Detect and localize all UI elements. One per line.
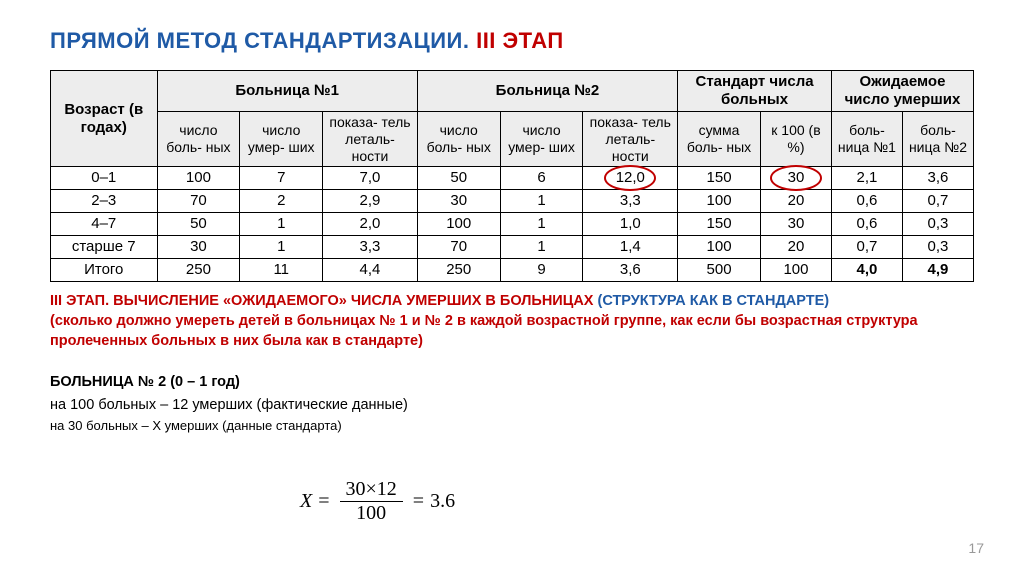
cell-b: 1 [240,213,323,236]
h2-title: БОЛЬНИЦА № 2 (0 – 1 год) [50,371,974,393]
cell-d: 30 [417,190,500,213]
cell-a: 100 [157,167,240,190]
cell-c: 2,9 [323,190,418,213]
cell-d: 100 [417,213,500,236]
hdr-std: Стандарт числа больных [678,71,832,112]
formula-result: 3.6 [430,490,455,513]
cell-i: 0,6 [831,190,902,213]
cell-e: 1 [500,213,583,236]
cell-e: 1 [500,236,583,259]
hospital2-block: БОЛЬНИЦА № 2 (0 – 1 год) на 100 больных … [50,371,974,436]
cell-b: 1 [240,236,323,259]
h2-line1: на 100 больных – 12 умерших (фактические… [50,394,974,416]
hdr-h1: Больница №1 [157,71,417,112]
header-row-2: число боль- ных число умер- ших показа- … [51,112,974,167]
cell-e: 6 [500,167,583,190]
cell-f: 1,4 [583,236,678,259]
cell-f: 1,0 [583,213,678,236]
cell-f: 12,0 [583,167,678,190]
cell-i: 2,1 [831,167,902,190]
cell-g: 150 [678,213,761,236]
total-b: 11 [240,259,323,282]
formula-den: 100 [350,502,392,525]
para-line1a: III ЭТАП. ВЫЧИСЛЕНИЕ «ОЖИДАЕМОГО» ЧИСЛА … [50,293,598,309]
total-label: Итого [51,259,158,282]
cell-j: 0,3 [902,236,973,259]
cell-e: 1 [500,190,583,213]
hdr-h2: Больница №2 [417,71,677,112]
cell-h: 30 [760,167,831,190]
title-part2: III ЭТАП [476,28,564,53]
total-g: 500 [678,259,761,282]
cell-h: 20 [760,236,831,259]
sub-deaths-1: число умер- ших [240,112,323,167]
table-row: 2–37022,93013,3100200,60,7 [51,190,974,213]
cell-age: 4–7 [51,213,158,236]
sub-b1: боль- ница №1 [831,112,902,167]
cell-j: 0,7 [902,190,973,213]
para-line2: (сколько должно умереть детей в больница… [50,313,918,349]
sub-k100: к 100 (в %) [760,112,831,167]
cell-a: 50 [157,213,240,236]
cell-g: 150 [678,167,761,190]
slide-number: 17 [968,540,984,556]
cell-c: 2,0 [323,213,418,236]
sub-rate-1: показа- тель леталь- ности [323,112,418,167]
table-row: старше 73013,37011,4100200,70,3 [51,236,974,259]
cell-h: 20 [760,190,831,213]
explanation-paragraph: III ЭТАП. ВЫЧИСЛЕНИЕ «ОЖИДАЕМОГО» ЧИСЛА … [50,292,974,351]
cell-j: 3,6 [902,167,973,190]
hdr-age: Возраст (в годах) [51,71,158,167]
cell-age: 2–3 [51,190,158,213]
main-table: Возраст (в годах) Больница №1 Больница №… [50,70,974,282]
sub-b2: боль- ница №2 [902,112,973,167]
cell-i: 0,7 [831,236,902,259]
hdr-exp: Ожидаемое число умерших [831,71,973,112]
header-row-1: Возраст (в годах) Больница №1 Больница №… [51,71,974,112]
total-i: 4,0 [831,259,902,282]
cell-b: 2 [240,190,323,213]
total-d: 250 [417,259,500,282]
sub-sum: сумма боль- ных [678,112,761,167]
total-a: 250 [157,259,240,282]
cell-h: 30 [760,213,831,236]
sub-patients-2: число боль- ных [417,112,500,167]
table-row: 0–110077,050612,0150302,13,6 [51,167,974,190]
slide-title: ПРЯМОЙ МЕТОД СТАНДАРТИЗАЦИИ. III ЭТАП [50,28,974,54]
para-line1b: (СТРУКТУРА КАК В СТАНДАРТЕ) [598,293,830,309]
cell-a: 30 [157,236,240,259]
cell-c: 3,3 [323,236,418,259]
total-j: 4,9 [902,259,973,282]
total-e: 9 [500,259,583,282]
cell-age: старше 7 [51,236,158,259]
formula-x: X [300,490,312,513]
cell-j: 0,3 [902,213,973,236]
cell-b: 7 [240,167,323,190]
table-row: 4–75012,010011,0150300,60,3 [51,213,974,236]
total-h: 100 [760,259,831,282]
cell-i: 0,6 [831,213,902,236]
formula-eq2: = [413,490,424,513]
cell-c: 7,0 [323,167,418,190]
cell-d: 70 [417,236,500,259]
formula-eq1: = [318,490,329,513]
total-row: Итого 250 11 4,4 250 9 3,6 500 100 4,0 4… [51,259,974,282]
cell-g: 100 [678,190,761,213]
sub-deaths-2: число умер- ших [500,112,583,167]
sub-patients-1: число боль- ных [157,112,240,167]
cell-a: 70 [157,190,240,213]
h2-line2: на 30 больных – Х умерших (данные станда… [50,416,974,436]
formula-frac: 30×12 100 [340,478,403,525]
formula: X = 30×12 100 = 3.6 [300,478,455,525]
cell-g: 100 [678,236,761,259]
cell-d: 50 [417,167,500,190]
cell-age: 0–1 [51,167,158,190]
formula-num: 30×12 [340,478,403,502]
sub-rate-2: показа- тель леталь- ности [583,112,678,167]
cell-f: 3,3 [583,190,678,213]
total-c: 4,4 [323,259,418,282]
total-f: 3,6 [583,259,678,282]
title-part1: ПРЯМОЙ МЕТОД СТАНДАРТИЗАЦИИ. [50,28,476,53]
